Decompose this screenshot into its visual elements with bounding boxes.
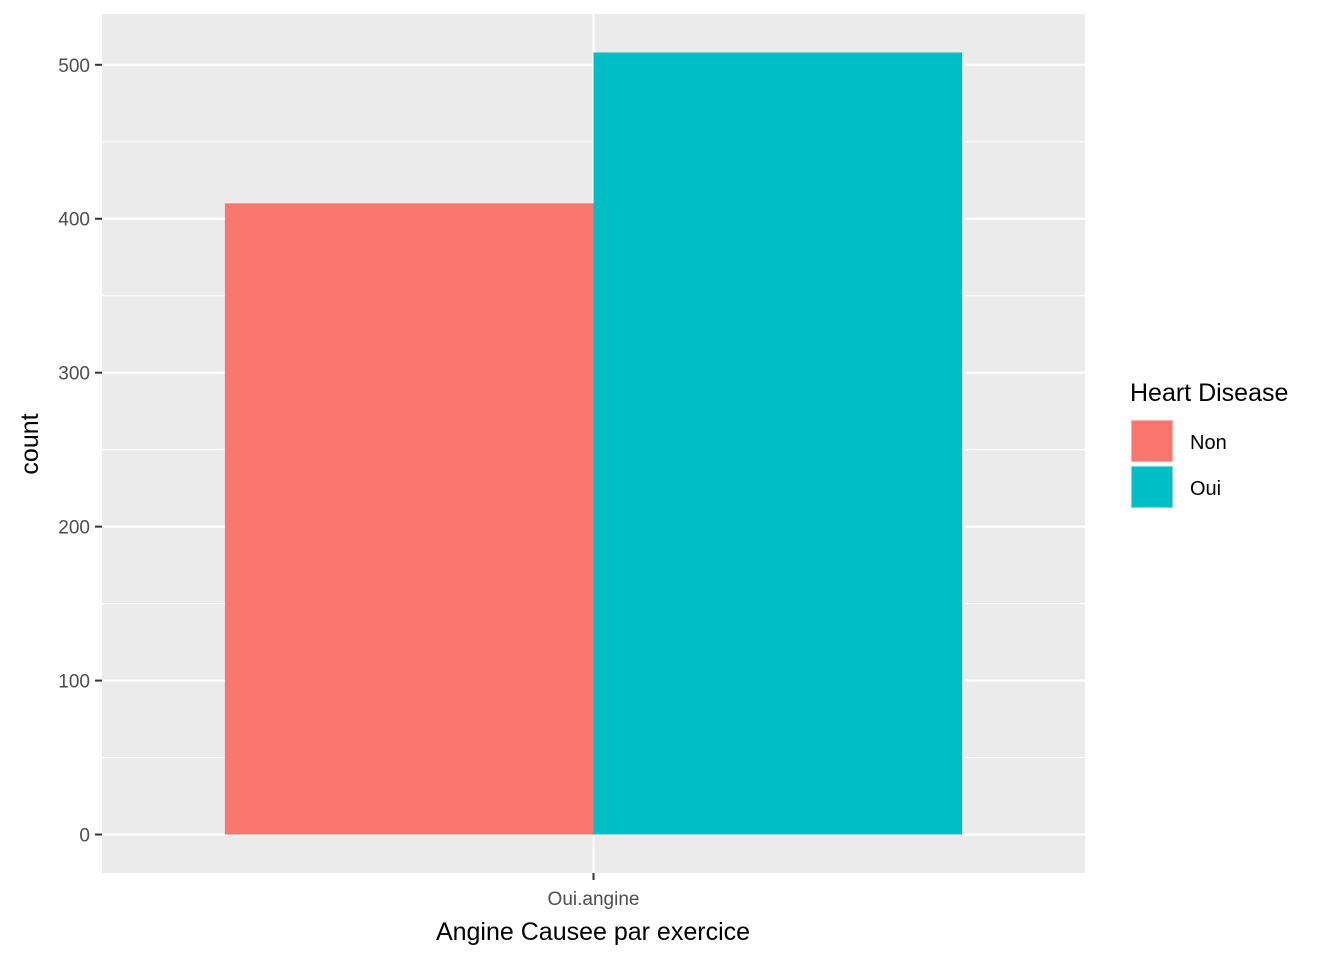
legend-label-oui: Oui: [1190, 478, 1221, 500]
legend-label-non: Non: [1190, 432, 1227, 454]
legend-swatch-non: [1131, 420, 1173, 462]
y-tick-label: 300: [58, 364, 90, 385]
y-axis: 0 100 200 300 400 500: [58, 56, 102, 847]
y-tick-label: 400: [58, 210, 90, 231]
legend: Heart Disease Non Oui: [1130, 379, 1288, 509]
legend-swatch-oui: [1131, 466, 1173, 508]
bar-non: [224, 203, 594, 835]
bars: [224, 52, 963, 835]
y-tick-label: 0: [79, 826, 90, 847]
x-axis: Oui.angine: [548, 873, 640, 910]
x-tick-label: Oui.angine: [548, 889, 640, 910]
bar-oui: [593, 52, 963, 835]
y-tick-label: 500: [58, 56, 90, 77]
legend-title: Heart Disease: [1130, 379, 1288, 407]
y-axis-title: count: [16, 413, 44, 474]
y-tick-label: 200: [58, 518, 90, 539]
y-tick-label: 100: [58, 672, 90, 693]
x-axis-title: Angine Causee par exercice: [436, 918, 750, 946]
